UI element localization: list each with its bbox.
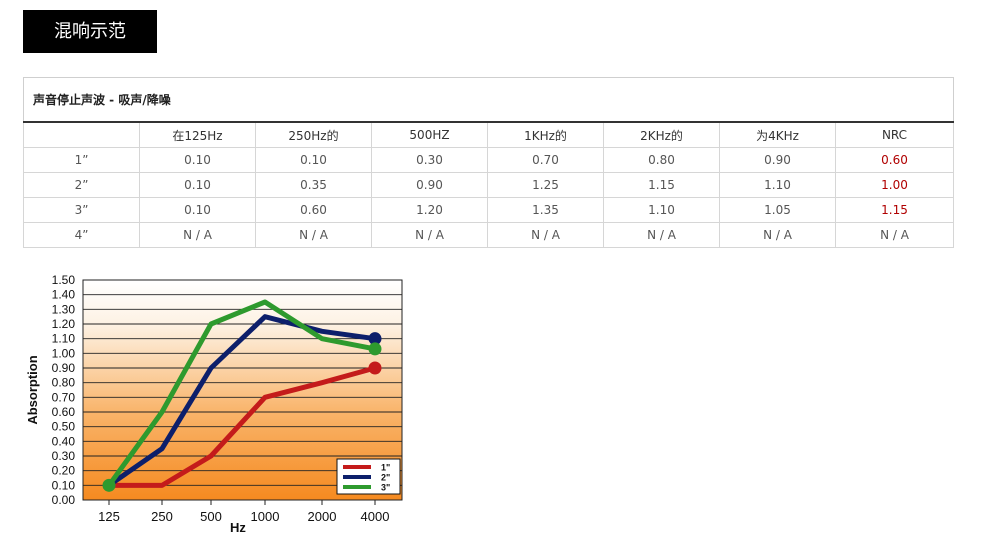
table-cell: 0.70 [487,147,604,173]
table-caption: 声音停止声波 - 吸声/降噪 [23,77,954,123]
legend-label: 2" [381,473,390,483]
table-cell: 1.10 [719,172,836,198]
series-endpoint-2 [368,332,382,346]
header-cell: 250Hz的 [255,121,372,148]
y-tick-label: 0.50 [52,420,76,434]
y-axis: 0.000.100.200.300.400.500.600.700.800.90… [52,273,76,507]
y-tick-label: 0.70 [52,390,76,404]
x-tick-label: 500 [200,509,222,524]
chart-svg: 0.000.100.200.300.400.500.600.700.800.90… [25,273,403,535]
y-tick-label: 0.20 [52,464,76,478]
y-tick-label: 0.90 [52,361,76,375]
legend-label: 1" [381,463,390,473]
table-cell: 0.10 [139,147,256,173]
y-tick-label: 1.10 [52,332,76,346]
header-cell: 2KHz的 [603,121,720,148]
row-label: 1” [23,147,140,173]
table-cell: 1.35 [487,197,604,223]
table-cell: 1.20 [371,197,488,223]
table-header-row: 在125Hz 250Hz的 500HZ 1KHz的 2KHz的 为4KHz NR… [23,121,954,148]
absorption-chart: 0.00 0.10 0.20 0.30 0.40 0.50 0.60 0.70 0.80 0.90… [20,270,410,540]
x-tick-label: 250 [151,509,173,524]
x-tick-label: 2000 [308,509,337,524]
x-axis: 125 250 500 1000 2000 4000 [98,500,389,524]
row-label: 3” [23,197,140,223]
y-tick-label: 1.00 [52,346,76,360]
legend: 1"2"3" [336,458,401,495]
table-cell: 0.10 [139,172,256,198]
header-cell: 在125Hz [139,121,256,148]
y-axis-label: Absorption [25,355,40,424]
y-tick-label: 1.20 [52,317,76,331]
y-tick-label: 0.80 [52,376,76,390]
table-cell: 1.15 [603,172,720,198]
y-tick-label: 0.30 [52,449,76,463]
series-endpoint-3 [368,342,382,356]
series-endpoint-1 [368,361,382,375]
nrc-cell: 0.60 [835,147,954,173]
table-cell: 0.60 [255,197,372,223]
y-tick-label: 0.10 [52,478,76,492]
table-row: 2” 0.10 0.35 0.90 1.25 1.15 1.10 1.00 [23,172,954,198]
row-label: 2” [23,172,140,198]
y-tick-label: 0.40 [52,434,76,448]
table-cell: 0.35 [255,172,372,198]
table-cell: 0.10 [139,197,256,223]
series-line-3 [106,299,376,487]
y-tick-label: 1.40 [52,288,76,302]
table-cell: 0.10 [255,147,372,173]
table-cell: N / A [603,222,720,248]
legend-label: 3" [381,483,390,493]
nrc-cell: 1.15 [835,197,954,223]
table-cell: N / A [371,222,488,248]
series-startpoint [102,478,116,492]
table-row: 4” N / A N / A N / A N / A N / A N / A N… [23,222,954,248]
x-axis-label: Hz [230,520,246,535]
absorption-table: 声音停止声波 - 吸声/降噪 在125Hz 250Hz的 500HZ 1KHz的… [23,77,954,248]
table-cell: N / A [139,222,256,248]
header-cell: 1KHz的 [487,121,604,148]
header-cell [23,121,140,148]
header-cell: 为4KHz [719,121,836,148]
table-cell: 1.05 [719,197,836,223]
header-cell: 500HZ [371,121,488,148]
table-cell: 0.30 [371,147,488,173]
table-cell: 1.25 [487,172,604,198]
table-row: 1” 0.10 0.10 0.30 0.70 0.80 0.90 0.60 [23,147,954,173]
table-cell: N / A [255,222,372,248]
series-line-2 [107,314,376,488]
table-cell: 0.90 [371,172,488,198]
series-line-1 [109,365,376,488]
table-row: 3” 0.10 0.60 1.20 1.35 1.10 1.05 1.15 [23,197,954,223]
table-cell: 0.90 [719,147,836,173]
grid-lines [83,279,402,501]
row-label: 4” [23,222,140,248]
y-tick-label: 1.30 [52,302,76,316]
table-cell: 0.80 [603,147,720,173]
y-tick-label: 0.60 [52,405,76,419]
header-cell: NRC [835,121,954,148]
table-cell: N / A [719,222,836,248]
x-tick-label: 4000 [361,509,390,524]
series-lines [102,299,382,492]
table-cell: 1.10 [603,197,720,223]
x-tick-label: 125 [98,509,120,524]
x-tick-label: 1000 [251,509,280,524]
nrc-cell: 1.00 [835,172,954,198]
section-title: 混响示范 [23,10,157,53]
y-tick-label: 1.50 [52,273,76,287]
nrc-cell: N / A [835,222,954,248]
y-tick-label: 0.00 [52,493,76,507]
table-cell: N / A [487,222,604,248]
